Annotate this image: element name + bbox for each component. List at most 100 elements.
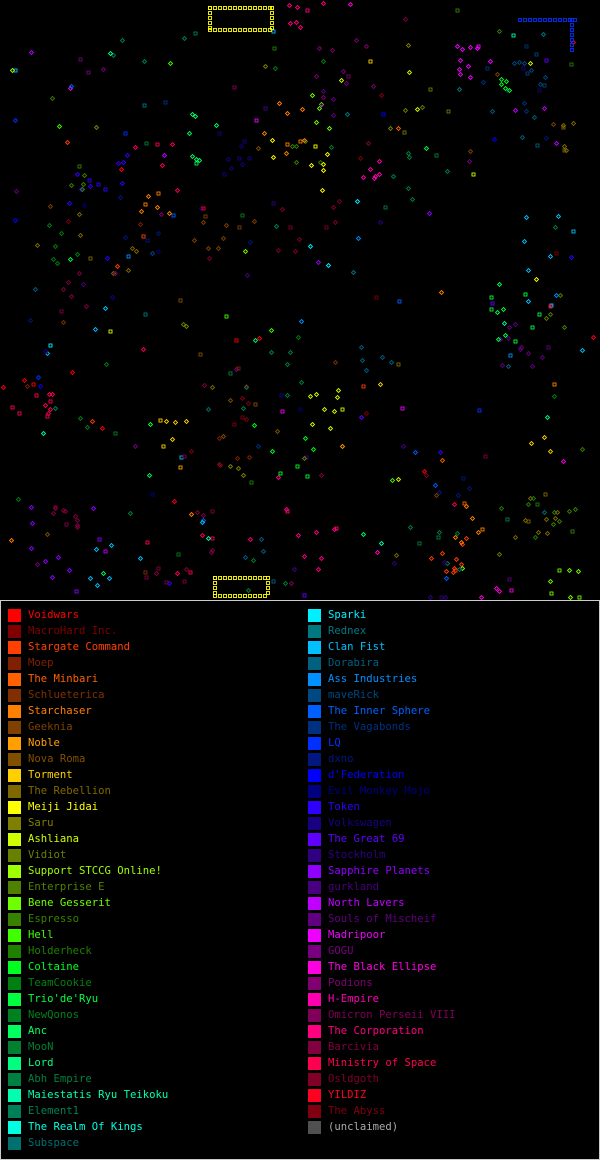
planet-marker[interactable] (509, 588, 514, 593)
planet-marker[interactable] (223, 594, 227, 598)
star-system-marker[interactable] (512, 107, 519, 114)
planet-marker[interactable] (218, 6, 222, 10)
star-system-marker[interactable] (561, 324, 568, 331)
star-system-marker[interactable] (406, 154, 413, 161)
planet-marker[interactable] (48, 343, 53, 348)
star-system-marker[interactable] (120, 159, 127, 166)
planet-marker[interactable] (530, 325, 535, 330)
star-system-marker[interactable] (34, 561, 41, 568)
star-system-marker[interactable] (566, 567, 573, 574)
star-system-marker[interactable] (405, 42, 412, 49)
planet-marker[interactable] (143, 202, 148, 207)
star-system-marker[interactable] (8, 537, 15, 544)
star-system-marker[interactable] (283, 506, 290, 513)
star-system-marker[interactable] (258, 536, 265, 543)
star-system-marker[interactable] (551, 509, 558, 516)
star-system-marker[interactable] (189, 153, 196, 160)
star-system-marker[interactable] (377, 219, 384, 226)
star-system-marker[interactable] (275, 247, 282, 254)
star-system-marker[interactable] (28, 49, 35, 56)
planet-marker[interactable] (193, 31, 198, 36)
star-system-marker[interactable] (104, 255, 111, 262)
star-system-marker[interactable] (291, 566, 298, 573)
star-system-marker[interactable] (494, 309, 501, 316)
star-system-marker[interactable] (458, 539, 465, 546)
star-system-marker[interactable] (161, 152, 168, 159)
star-system-marker[interactable] (106, 575, 113, 582)
star-system-marker[interactable] (450, 569, 457, 576)
planet-marker[interactable] (305, 474, 310, 479)
star-system-marker[interactable] (315, 259, 322, 266)
star-system-marker[interactable] (463, 535, 470, 542)
star-system-marker[interactable] (516, 59, 523, 66)
star-system-marker[interactable] (541, 105, 548, 112)
star-system-marker[interactable] (480, 79, 487, 86)
star-system-marker[interactable] (556, 518, 563, 525)
star-system-marker[interactable] (467, 44, 474, 51)
star-system-marker[interactable] (358, 414, 365, 421)
planet-marker[interactable] (361, 384, 366, 389)
planet-marker[interactable] (86, 70, 91, 75)
star-system-marker[interactable] (443, 575, 450, 582)
star-system-marker[interactable] (551, 393, 558, 400)
star-system-marker[interactable] (269, 448, 276, 455)
planet-marker[interactable] (263, 594, 267, 598)
star-system-marker[interactable] (84, 424, 91, 431)
planet-marker[interactable] (266, 586, 270, 590)
planet-marker[interactable] (77, 164, 82, 169)
planet-marker[interactable] (480, 527, 485, 532)
star-system-marker[interactable] (247, 536, 254, 543)
star-system-marker[interactable] (183, 566, 190, 573)
planet-marker[interactable] (570, 28, 574, 32)
star-system-marker[interactable] (391, 560, 398, 567)
planet-marker[interactable] (439, 595, 444, 600)
star-system-marker[interactable] (194, 509, 201, 516)
star-system-marker[interactable] (457, 57, 464, 64)
planet-marker[interactable] (17, 411, 22, 416)
planet-marker[interactable] (400, 406, 405, 411)
star-system-marker[interactable] (376, 171, 383, 178)
planet-marker[interactable] (248, 576, 252, 580)
planet-marker[interactable] (233, 28, 237, 32)
planet-marker[interactable] (223, 6, 227, 10)
star-system-marker[interactable] (262, 63, 269, 70)
star-system-marker[interactable] (110, 270, 117, 277)
star-system-marker[interactable] (297, 24, 304, 31)
planet-marker[interactable] (188, 570, 193, 575)
star-system-marker[interactable] (69, 369, 76, 376)
star-system-marker[interactable] (287, 349, 294, 356)
planet-marker[interactable] (526, 519, 531, 524)
planet-marker[interactable] (521, 66, 526, 71)
star-system-marker[interactable] (572, 506, 579, 513)
star-system-marker[interactable] (376, 158, 383, 165)
star-system-marker[interactable] (561, 143, 568, 150)
star-system-marker[interactable] (421, 468, 428, 475)
star-system-marker[interactable] (242, 248, 249, 255)
planet-marker[interactable] (103, 549, 108, 554)
planet-marker[interactable] (96, 182, 101, 187)
planet-marker[interactable] (208, 26, 212, 30)
planet-marker[interactable] (253, 594, 257, 598)
planet-marker[interactable] (213, 576, 217, 580)
star-system-marker[interactable] (439, 550, 446, 557)
star-system-marker[interactable] (334, 394, 341, 401)
planet-marker[interactable] (570, 23, 574, 27)
star-system-marker[interactable] (313, 529, 320, 536)
star-system-marker[interactable] (503, 78, 510, 85)
planet-marker[interactable] (145, 238, 150, 243)
star-system-marker[interactable] (54, 260, 61, 267)
planet-marker[interactable] (208, 6, 212, 10)
planet-marker[interactable] (270, 6, 274, 10)
star-system-marker[interactable] (186, 130, 193, 137)
star-system-marker[interactable] (498, 76, 505, 83)
star-system-marker[interactable] (66, 567, 73, 574)
star-system-marker[interactable] (132, 443, 139, 450)
star-system-marker[interactable] (301, 455, 308, 462)
star-system-marker[interactable] (137, 221, 144, 228)
planet-marker[interactable] (383, 205, 388, 210)
star-system-marker[interactable] (525, 350, 532, 357)
planet-marker[interactable] (178, 465, 183, 470)
planet-marker[interactable] (258, 594, 262, 598)
star-system-marker[interactable] (209, 384, 216, 391)
star-system-marker[interactable] (452, 534, 459, 541)
